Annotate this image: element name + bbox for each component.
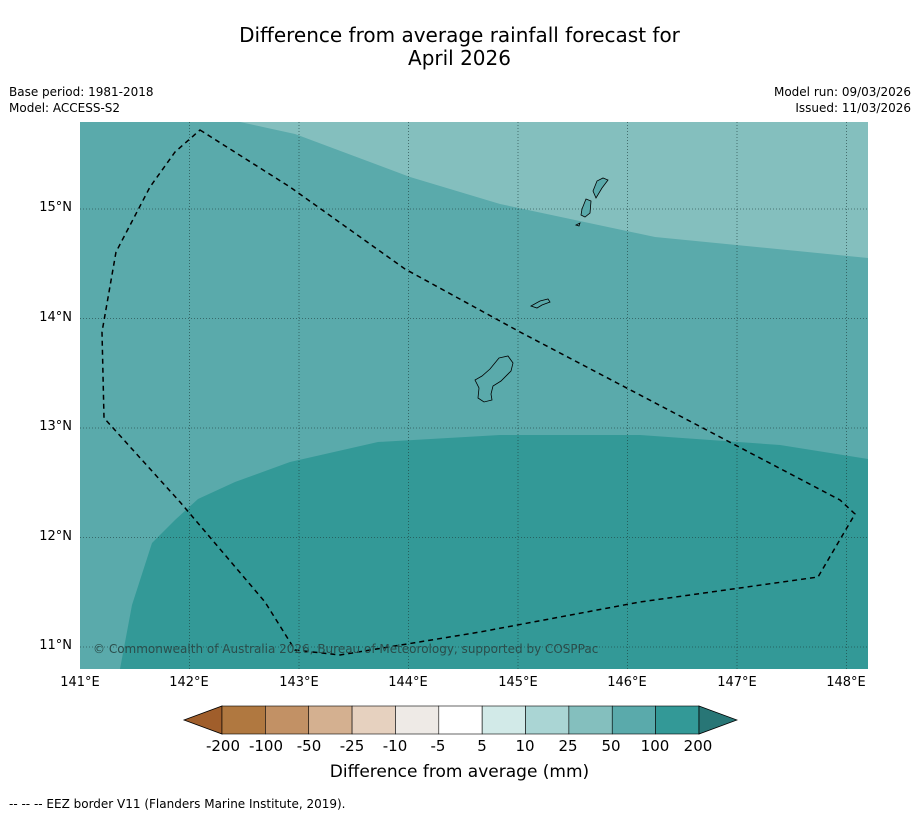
- lat-label: 13°N: [39, 419, 72, 434]
- lat-label: 12°N: [39, 529, 72, 544]
- lat-gridlines: [80, 208, 868, 648]
- lon-label: 148°E: [826, 675, 866, 690]
- lat-label: 14°N: [39, 310, 72, 325]
- lat-label: 15°N: [39, 200, 72, 215]
- colorbar-tick-label: 25: [558, 737, 578, 755]
- lon-label: 147°E: [717, 675, 757, 690]
- eez-legend: -- -- -- EEZ border V11 (Flanders Marine…: [9, 797, 346, 811]
- colorbar-segment: [308, 705, 353, 735]
- colorbar-tick-label: 200: [683, 737, 713, 755]
- issued-date: Issued: 11/03/2026: [795, 101, 911, 115]
- colorbar-tick-label: 5: [477, 737, 487, 755]
- base-period: Base period: 1981-2018: [9, 85, 154, 99]
- colorbar-tick-label: -10: [382, 737, 408, 755]
- model-name: Model: ACCESS-S2: [9, 101, 121, 115]
- copyright-notice: © Commonwealth of Australia 2026, Bureau…: [93, 642, 599, 656]
- colorbar-tick-label: -50: [296, 737, 322, 755]
- colorbar-segment: [265, 705, 310, 735]
- colorbar-extend-high: [698, 705, 738, 735]
- region-25-50mm: [240, 122, 868, 258]
- lon-label: 143°E: [279, 675, 319, 690]
- colorbar-tick-label: -100: [248, 737, 284, 755]
- colorbar-segment: [395, 705, 440, 735]
- islands: [474, 177, 609, 403]
- colorbar-segment: [351, 705, 396, 735]
- colorbar-extend-low: [182, 705, 223, 735]
- lon-label: 146°E: [607, 675, 647, 690]
- lon-label: 144°E: [388, 675, 428, 690]
- chart-title-line2: April 2026: [408, 46, 511, 70]
- eez-border: [101, 129, 856, 656]
- rota-island: [530, 298, 551, 309]
- colorbar-tick-label: 100: [640, 737, 670, 755]
- colorbar-title: Difference from average (mm): [329, 762, 590, 782]
- rainfall-map: [80, 122, 868, 669]
- colorbar-segment: [568, 705, 613, 735]
- colorbar-tick-label: -200: [205, 737, 241, 755]
- colorbar-tick-label: -25: [339, 737, 365, 755]
- chart-title-line1: Difference from average rainfall forecas…: [239, 23, 680, 47]
- guam-island: [474, 355, 514, 403]
- colorbar-tick-label: 50: [601, 737, 621, 755]
- colorbar-tick-label: -5: [430, 737, 446, 755]
- lat-label: 11°N: [39, 638, 72, 653]
- colorbar-segment: [525, 705, 570, 735]
- saipan-island: [592, 177, 609, 199]
- lon-gridlines: [189, 122, 847, 669]
- colorbar-tick-label: 10: [515, 737, 535, 755]
- aguijan-island: [574, 222, 581, 227]
- lon-label: 141°E: [60, 675, 100, 690]
- colorbar-segment: [438, 705, 483, 735]
- colorbar-segment: [481, 705, 526, 735]
- colorbar-segment: [611, 705, 656, 735]
- lon-label: 145°E: [498, 675, 538, 690]
- colorbar-segment: [655, 705, 700, 735]
- region-100-200mm: [120, 435, 868, 669]
- model-run-date: Model run: 09/03/2026: [773, 85, 911, 99]
- colorbar: [182, 705, 738, 735]
- lon-label: 142°E: [169, 675, 209, 690]
- tinian-island: [580, 198, 592, 218]
- colorbar-segment: [221, 705, 266, 735]
